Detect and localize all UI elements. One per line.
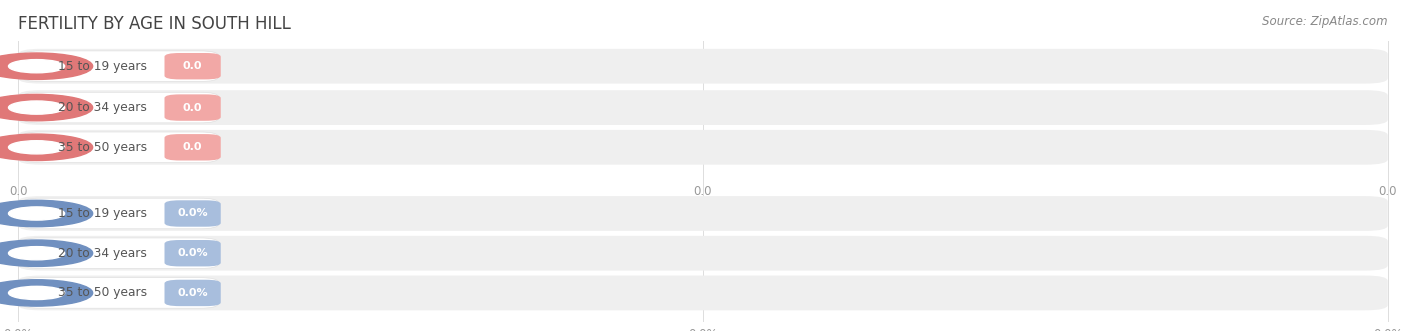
- Text: 0.0%: 0.0%: [1372, 328, 1403, 331]
- Ellipse shape: [8, 60, 65, 73]
- Text: 0.0%: 0.0%: [3, 328, 34, 331]
- Ellipse shape: [8, 207, 65, 220]
- Text: 35 to 50 years: 35 to 50 years: [58, 141, 146, 154]
- Ellipse shape: [8, 101, 65, 114]
- FancyBboxPatch shape: [18, 196, 1388, 231]
- FancyBboxPatch shape: [165, 53, 221, 79]
- Ellipse shape: [0, 200, 93, 227]
- Text: 0.0: 0.0: [1378, 185, 1398, 198]
- FancyBboxPatch shape: [18, 90, 1388, 125]
- Text: 0.0%: 0.0%: [688, 328, 718, 331]
- Text: 0.0: 0.0: [8, 185, 28, 198]
- Text: 0.0: 0.0: [693, 185, 713, 198]
- Ellipse shape: [8, 286, 65, 300]
- Ellipse shape: [0, 94, 93, 121]
- FancyBboxPatch shape: [22, 92, 218, 123]
- FancyBboxPatch shape: [165, 200, 221, 227]
- Ellipse shape: [0, 240, 93, 266]
- Text: 0.0: 0.0: [183, 61, 202, 71]
- FancyBboxPatch shape: [22, 238, 218, 268]
- Text: 0.0%: 0.0%: [177, 209, 208, 218]
- Text: 35 to 50 years: 35 to 50 years: [58, 286, 146, 300]
- FancyBboxPatch shape: [165, 94, 221, 121]
- FancyBboxPatch shape: [22, 51, 218, 81]
- Text: 20 to 34 years: 20 to 34 years: [58, 247, 146, 260]
- Ellipse shape: [8, 247, 65, 260]
- FancyBboxPatch shape: [18, 236, 1388, 271]
- Ellipse shape: [0, 280, 93, 306]
- Ellipse shape: [8, 141, 65, 154]
- Text: Source: ZipAtlas.com: Source: ZipAtlas.com: [1263, 15, 1388, 28]
- Ellipse shape: [0, 134, 93, 161]
- FancyBboxPatch shape: [22, 198, 218, 229]
- FancyBboxPatch shape: [165, 240, 221, 266]
- FancyBboxPatch shape: [165, 134, 221, 161]
- Text: 0.0%: 0.0%: [177, 248, 208, 258]
- Text: 0.0: 0.0: [183, 103, 202, 113]
- FancyBboxPatch shape: [22, 278, 218, 308]
- Text: FERTILITY BY AGE IN SOUTH HILL: FERTILITY BY AGE IN SOUTH HILL: [18, 15, 291, 33]
- FancyBboxPatch shape: [22, 132, 218, 163]
- Text: 15 to 19 years: 15 to 19 years: [58, 207, 146, 220]
- Text: 20 to 34 years: 20 to 34 years: [58, 101, 146, 114]
- FancyBboxPatch shape: [18, 130, 1388, 165]
- Text: 0.0: 0.0: [183, 142, 202, 152]
- Text: 0.0%: 0.0%: [177, 288, 208, 298]
- Ellipse shape: [0, 53, 93, 79]
- FancyBboxPatch shape: [165, 280, 221, 306]
- FancyBboxPatch shape: [18, 275, 1388, 310]
- Text: 15 to 19 years: 15 to 19 years: [58, 60, 146, 73]
- FancyBboxPatch shape: [18, 49, 1388, 83]
